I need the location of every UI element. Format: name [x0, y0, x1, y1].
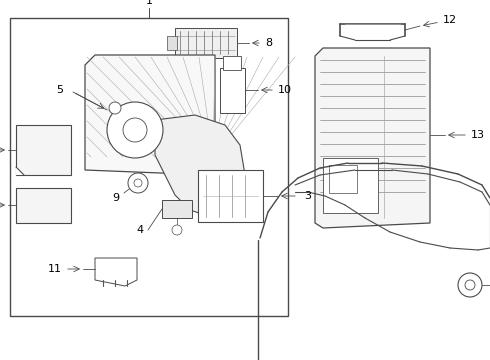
Text: 10: 10	[278, 85, 292, 95]
Text: 13: 13	[471, 130, 485, 140]
Bar	[175, 28, 237, 58]
Circle shape	[123, 118, 147, 142]
Bar	[16, 188, 71, 223]
Polygon shape	[155, 115, 245, 215]
Bar	[16, 125, 71, 175]
Text: 11: 11	[48, 264, 62, 274]
Circle shape	[172, 225, 182, 235]
Circle shape	[107, 102, 163, 158]
Text: 8: 8	[266, 38, 272, 48]
Text: 5: 5	[56, 85, 64, 95]
Polygon shape	[16, 167, 24, 175]
Circle shape	[134, 179, 142, 187]
Bar	[167, 36, 177, 50]
Text: 3: 3	[304, 191, 312, 201]
Polygon shape	[87, 57, 213, 168]
Circle shape	[128, 173, 148, 193]
Polygon shape	[162, 200, 192, 218]
Bar	[329, 165, 357, 193]
Text: 9: 9	[112, 193, 120, 203]
Text: 12: 12	[443, 15, 457, 25]
Circle shape	[109, 102, 121, 114]
Text: 1: 1	[146, 0, 152, 6]
Circle shape	[465, 280, 475, 290]
Circle shape	[458, 273, 482, 297]
Bar	[10, 18, 288, 316]
Polygon shape	[85, 55, 215, 175]
Bar	[198, 170, 263, 222]
Text: 4: 4	[136, 225, 144, 235]
Bar	[223, 56, 241, 70]
Polygon shape	[315, 48, 430, 228]
Bar	[323, 158, 378, 213]
Bar	[220, 68, 245, 113]
Polygon shape	[95, 258, 137, 286]
